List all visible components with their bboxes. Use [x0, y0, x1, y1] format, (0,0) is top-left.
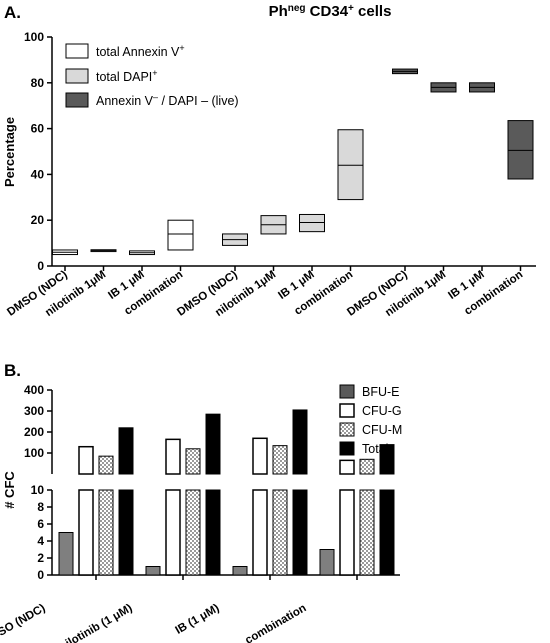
bar-cfu-m-dmso-ndc-upper — [98, 455, 114, 475]
panel-b-label: B. — [4, 361, 21, 380]
legend-label-cfu-m: CFU-M — [362, 423, 402, 437]
bar-total-combination-lower — [379, 489, 395, 576]
panel-b-y-tick-label: 0 — [37, 568, 44, 582]
bar-total-ib-1-m-upper — [292, 409, 308, 475]
legend-item-total-annexin: total Annexin V+ — [65, 43, 185, 59]
bar-cfu-m-nilotinib-1-m-lower — [185, 489, 201, 576]
panel-b-y-tick-label: 8 — [37, 500, 44, 514]
bar-total-combination-upper — [379, 444, 395, 475]
legend-label-total: Total — [362, 442, 388, 456]
panel-a-y-tick-label: 100 — [24, 30, 44, 44]
panel-a-y-ticks: 0 20 40 60 80 100 — [24, 30, 52, 273]
panel-a-boxes — [52, 68, 534, 256]
bar-cfu-g-nilotinib-1-m-upper — [165, 438, 181, 475]
bar-total-ib-1-m-lower — [292, 489, 308, 576]
bar-bfu-e-nilotinib-1-m — [145, 566, 161, 576]
bar-total-nilotinib-1-m-upper — [205, 413, 221, 475]
panel-a-y-tick-label: 40 — [31, 167, 45, 181]
bar-cfu-g-dmso-ndc-upper — [78, 445, 94, 475]
panel-b-y-tick-label: 300 — [24, 404, 44, 418]
box-total-dapi-ib-1-m — [299, 213, 325, 233]
bar-total-dmso-ndc-upper — [118, 427, 134, 475]
panel-b-x-tick-label: nilotinib (1 μM) — [58, 602, 135, 643]
panel-b-x-tick-label: combination — [243, 602, 308, 643]
panel-b-y-tick-label: 2 — [37, 551, 44, 565]
bar-cfu-g-nilotinib-1-m-lower — [165, 489, 181, 576]
bar-total-dmso-ndc-lower — [118, 489, 134, 576]
panel-b-x-ticks: DMSO (NDC) nilotinib (1 μM) IB (1 μM) combi… — [0, 575, 358, 643]
panel-b-y-ticks: 0 2 4 6 8 10 100 200 300 400 — [24, 383, 52, 582]
legend-item-live: Annexin V– / DAPI – (live) — [65, 92, 239, 108]
panel-a-y-tick-label: 20 — [31, 213, 45, 227]
panel-a-y-tick-label: 60 — [31, 122, 45, 136]
legend-label-bfu-e: BFU-E — [362, 385, 400, 399]
panel-a-label: A. — [4, 3, 21, 22]
panel-b-y-axis-label: # CFC — [2, 471, 17, 509]
panel-a-y-tick-label: 80 — [31, 76, 45, 90]
panel-b-legend: BFU-E CFU-G CFU-M Total — [339, 384, 402, 456]
panel-a-legend: total Annexin V+ total DAPI+ Annexin V– … — [65, 43, 239, 108]
panel-b-y-tick-label: 6 — [37, 517, 44, 531]
legend-swatch-bfu-e — [339, 384, 355, 399]
bar-cfu-g-combination-lower — [339, 489, 355, 576]
bar-cfu-m-combination-lower — [359, 489, 375, 576]
legend-swatch-live — [65, 92, 89, 108]
legend-item-total-dapi: total DAPI+ — [65, 68, 158, 84]
legend-label-total-dapi: total DAPI+ — [96, 68, 158, 84]
bar-cfu-m-nilotinib-1-m-upper — [185, 448, 201, 475]
panel-b-y-tick-label: 4 — [37, 534, 44, 548]
legend-label-live: Annexin V– / DAPI – (live) — [96, 92, 239, 108]
panel-b-y-tick-label: 100 — [24, 446, 44, 460]
bar-cfu-g-ib-1-m-upper — [252, 437, 268, 475]
bar-cfu-m-combination-upper — [359, 458, 375, 475]
panel-a-y-axis-label: Percentage — [2, 117, 17, 187]
box-annexin-v-combination — [507, 120, 534, 180]
bar-bfu-e-dmso-ndc — [58, 532, 74, 576]
bar-cfu-g-ib-1-m-lower — [252, 489, 268, 576]
panel-a-title: Phneg CD34+ cells — [269, 3, 392, 20]
bar-cfu-m-dmso-ndc-lower — [98, 489, 114, 576]
panel-b-y-tick-label: 400 — [24, 383, 44, 397]
bar-cfu-m-ib-1-m-lower — [272, 489, 288, 576]
legend-swatch-total — [339, 441, 355, 456]
legend-label-total-annexin: total Annexin V+ — [96, 43, 185, 59]
panel-b-y-tick-label: 10 — [31, 483, 45, 497]
legend-swatch-cfu-g — [339, 403, 355, 418]
panel-b-x-tick-label: DMSO (NDC) — [0, 602, 48, 643]
panel-b: B. # CFC 0 2 4 6 8 10 100 200 300 400 DMSO (NDC) n… — [0, 361, 402, 643]
panel-b-y-tick-label: 200 — [24, 425, 44, 439]
panel-a: A. Phneg CD34+ cells Percentage 0 20 40 60 8… — [2, 3, 536, 319]
bar-bfu-e-combination — [319, 549, 335, 576]
bar-cfu-g-combination-upper — [339, 459, 355, 475]
bar-bfu-e-ib-1-m — [232, 566, 248, 576]
legend-label-cfu-g: CFU-G — [362, 404, 402, 418]
legend-swatch-cfu-m — [339, 422, 355, 437]
panel-a-y-tick-label: 0 — [37, 259, 44, 273]
panel-b-x-tick-label: IB (1 μM) — [173, 602, 221, 637]
box-total-dapi-combination — [337, 129, 364, 201]
bar-cfu-m-ib-1-m-upper — [272, 445, 288, 475]
box-total-annexin-v-combination — [167, 219, 194, 251]
panel-b-bars — [58, 409, 395, 576]
legend-swatch-total-annexin — [65, 43, 89, 59]
bar-cfu-g-dmso-ndc-lower — [78, 489, 94, 576]
legend-swatch-total-dapi — [65, 68, 89, 84]
bar-total-nilotinib-1-m-lower — [205, 489, 221, 576]
